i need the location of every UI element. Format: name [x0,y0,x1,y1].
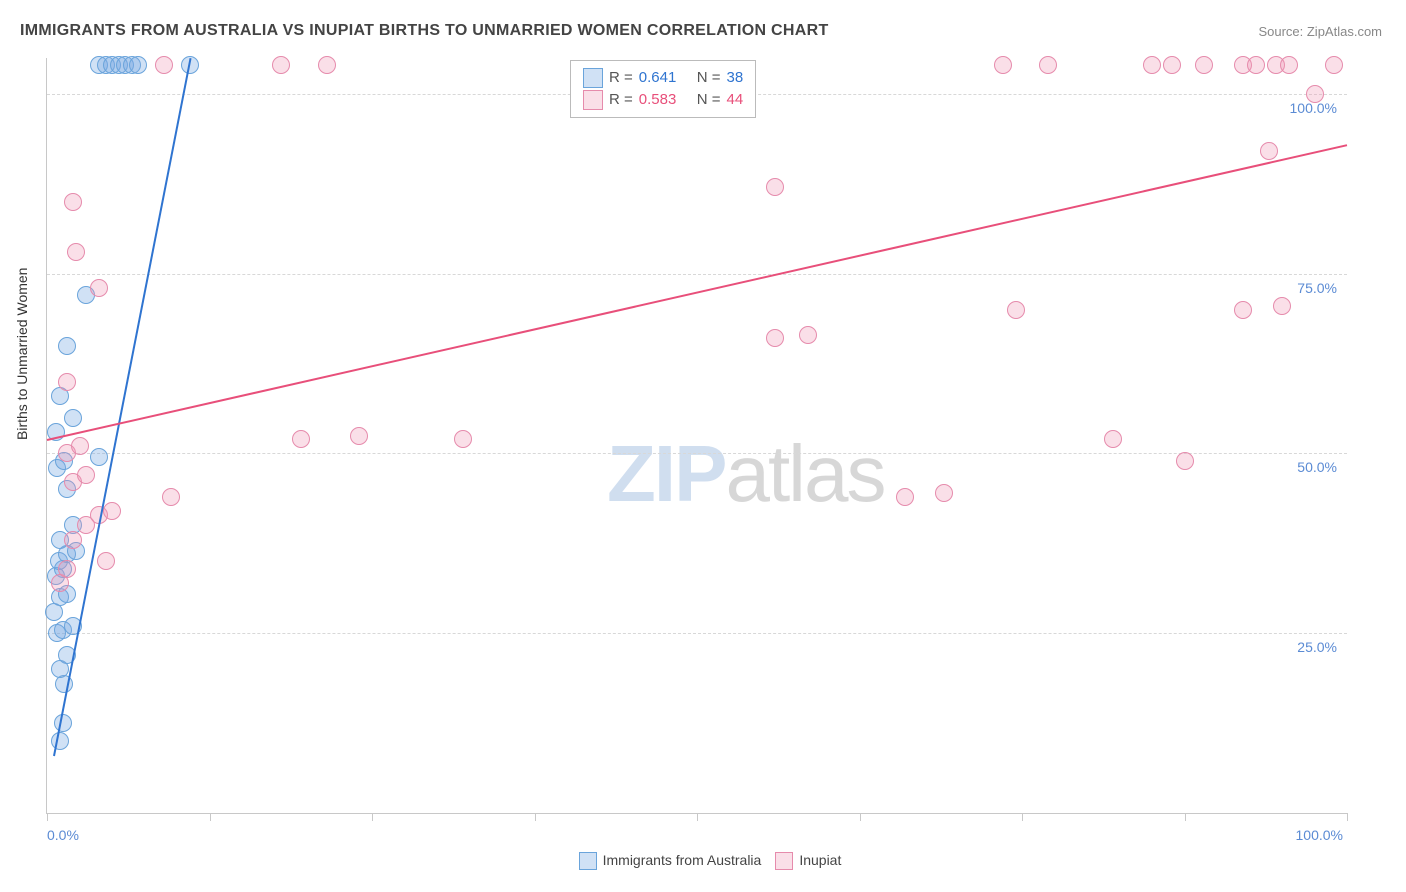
legend-swatch [583,90,603,110]
data-point [1234,301,1252,319]
data-point [799,326,817,344]
data-point [1306,85,1324,103]
x-tick-label: 0.0% [47,827,79,843]
x-tick [47,813,48,821]
legend-bottom: Immigrants from Australia Inupiat [0,852,1406,870]
legend-row: R = 0.641 N = 38 [583,67,743,89]
data-point [64,531,82,549]
data-point [64,409,82,427]
data-point [292,430,310,448]
x-tick [1022,813,1023,821]
data-point [1039,56,1057,74]
x-tick [1347,813,1348,821]
data-point [71,437,89,455]
data-point [64,193,82,211]
y-tick-label: 50.0% [1297,459,1337,475]
data-point [766,178,784,196]
gridline [47,453,1347,454]
data-point [162,488,180,506]
x-tick [697,813,698,821]
data-point [1325,56,1343,74]
data-point [58,337,76,355]
data-point [77,466,95,484]
x-tick [1185,813,1186,821]
legend-swatch [579,852,597,870]
legend-n-value: 38 [727,67,744,89]
legend-n-label: N = [697,89,721,111]
data-point [103,502,121,520]
data-point [58,560,76,578]
trend-line [47,144,1347,441]
watermark-part1: ZIP [607,429,725,518]
data-point [97,552,115,570]
y-tick-label: 75.0% [1297,280,1337,296]
x-tick [860,813,861,821]
legend-swatch [583,68,603,88]
data-point [67,243,85,261]
legend-label: Inupiat [799,852,841,868]
data-point [1273,297,1291,315]
data-point [1007,301,1025,319]
data-point [1163,56,1181,74]
x-tick [210,813,211,821]
gridline [47,274,1347,275]
legend-n-label: N = [697,67,721,89]
data-point [318,56,336,74]
data-point [58,373,76,391]
legend-n-value: 44 [727,89,744,111]
data-point [1260,142,1278,160]
x-tick [372,813,373,821]
data-point [272,56,290,74]
gridline [47,633,1347,634]
y-axis-title: Births to Unmarried Women [14,268,30,440]
data-point [896,488,914,506]
data-point [1247,56,1265,74]
data-point [935,484,953,502]
watermark-part2: atlas [725,429,884,518]
source-label: Source: ZipAtlas.com [1258,24,1382,39]
data-point [90,448,108,466]
legend-r-label: R = [609,67,633,89]
data-point [1104,430,1122,448]
legend-top: R = 0.641 N = 38 R = 0.583 N = 44 [570,60,756,118]
watermark: ZIPatlas [607,428,884,520]
data-point [350,427,368,445]
legend-r-value: 0.583 [639,89,691,111]
legend-r-label: R = [609,89,633,111]
x-tick [535,813,536,821]
legend-r-value: 0.641 [639,67,691,89]
data-point [454,430,472,448]
data-point [155,56,173,74]
chart-title: IMMIGRANTS FROM AUSTRALIA VS INUPIAT BIR… [20,22,829,40]
legend-label: Immigrants from Australia [603,852,762,868]
data-point [1143,56,1161,74]
x-tick-label: 100.0% [1296,827,1343,843]
data-point [1195,56,1213,74]
data-point [1176,452,1194,470]
data-point [129,56,147,74]
legend-swatch [775,852,793,870]
data-point [1280,56,1298,74]
data-point [766,329,784,347]
plot-area: ZIPatlas 25.0%50.0%75.0%100.0%0.0%100.0% [46,58,1347,814]
legend-row: R = 0.583 N = 44 [583,89,743,111]
y-tick-label: 25.0% [1297,639,1337,655]
data-point [994,56,1012,74]
data-point [90,279,108,297]
chart-container: IMMIGRANTS FROM AUSTRALIA VS INUPIAT BIR… [0,0,1406,892]
